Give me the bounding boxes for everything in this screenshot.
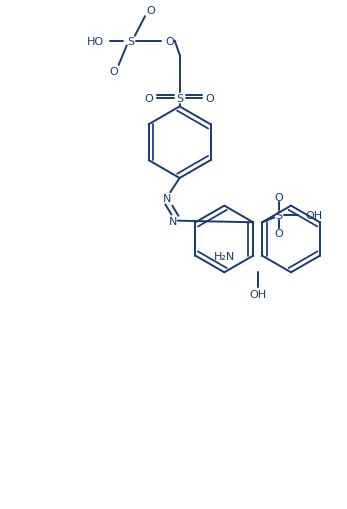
- Text: O: O: [166, 37, 174, 46]
- Text: O: O: [275, 192, 283, 202]
- Text: O: O: [146, 6, 155, 16]
- Text: O: O: [206, 94, 214, 104]
- Text: S: S: [127, 37, 134, 46]
- Text: O: O: [145, 94, 153, 104]
- Text: N: N: [169, 216, 178, 226]
- Text: N: N: [163, 194, 171, 204]
- Text: O: O: [109, 67, 118, 77]
- Text: OH: OH: [249, 289, 266, 299]
- Text: OH: OH: [306, 211, 323, 220]
- Text: H₂N: H₂N: [214, 251, 235, 261]
- Text: O: O: [275, 229, 283, 239]
- Text: S: S: [276, 211, 283, 220]
- Text: HO: HO: [87, 37, 104, 46]
- Text: S: S: [176, 94, 183, 104]
